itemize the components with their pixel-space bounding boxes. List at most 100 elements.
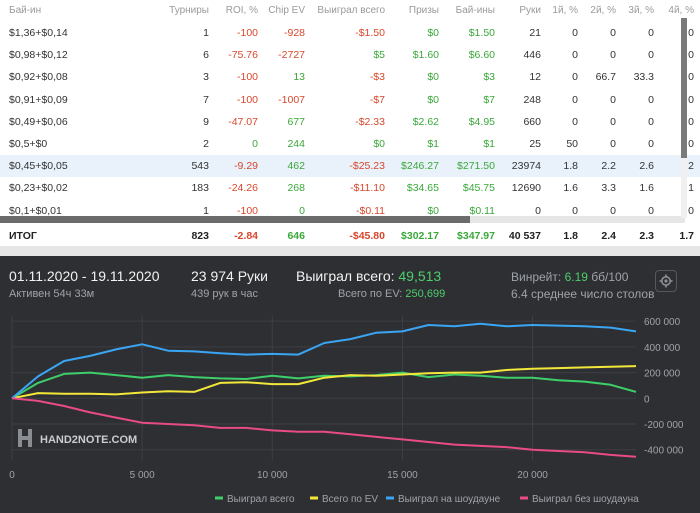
legend-label: Всего по EV	[322, 494, 378, 505]
cell-place4: 0	[688, 71, 694, 84]
logo-bar-mid	[22, 436, 28, 440]
cell-prizes: $0	[427, 204, 439, 217]
x-tick-label: 0	[9, 470, 15, 481]
cell-tournaments: 543	[191, 160, 209, 173]
winrate-label: Винрейт:	[511, 270, 562, 284]
cell-place1: 1.8	[563, 160, 578, 173]
header-prizes[interactable]: Призы	[408, 5, 439, 16]
cell-place3: 1.6	[639, 182, 654, 195]
x-tick-label: 15 000	[387, 470, 418, 481]
section-divider	[0, 246, 700, 256]
cell-buyins: $1.50	[468, 27, 495, 39]
table-row[interactable]: $0,5+$0 2 0 244 $0 $1 $1 25 50 0 0 0	[0, 133, 700, 155]
vertical-scrollbar-thumb[interactable]	[681, 18, 687, 158]
cell-won-total: -$1.50	[355, 27, 385, 39]
cell-prizes: $0	[427, 27, 439, 39]
winrate-value: 6.19	[564, 270, 588, 284]
cell-roi: -47.07	[228, 115, 258, 128]
cell-hands: 12690	[511, 182, 541, 195]
won-total-line	[11, 371, 637, 400]
y-tick-label: -200 000	[644, 420, 684, 431]
cell-place2: 0	[610, 115, 616, 128]
cell-buyin: $0,98+$0,12	[9, 49, 68, 62]
cell-prizes: $34.65	[406, 182, 439, 195]
table-row[interactable]: $1,36+$0,14 1 -100 -928 -$1.50 $0 $1.50 21 0 0 0 0	[0, 22, 700, 44]
header-hands[interactable]: Руки	[519, 5, 541, 16]
settings-button[interactable]	[655, 270, 677, 292]
cell-hands: 40 537	[508, 230, 541, 242]
cell-place1: 0	[572, 93, 578, 106]
table-total-row: ИТОГ 823 -2.84 646 -$45.80 $302.17 $347.97 40 5…	[0, 225, 700, 247]
cell-hands: 23974	[511, 160, 541, 173]
hands-per-hour: 439 рук в час	[191, 288, 259, 300]
cell-buyins: $4.95	[468, 115, 495, 128]
cell-tournaments: 2	[203, 138, 209, 150]
won-total-value: 49,513	[398, 268, 442, 284]
legend-label: Выиграл на шоудауне	[398, 494, 501, 505]
cell-place3: 0	[648, 115, 654, 128]
table-header-row: Бай-ин Турниры ROI, % Chip EV Выиграл всего П…	[0, 0, 700, 22]
cell-won-total: -$11.10	[350, 182, 385, 195]
header-chip-ev[interactable]: Chip EV	[268, 5, 305, 16]
cell-roi: -24.26	[228, 182, 258, 195]
header-place3[interactable]: 3й, %	[628, 5, 654, 16]
cell-chip-ev: 0	[299, 204, 305, 217]
showdown-line	[11, 322, 637, 400]
table-row[interactable]: $0,45+$0,05 543 -9.29 462 -$25.23 $246.27 $271…	[0, 155, 700, 178]
gear-icon	[659, 274, 673, 288]
table-row[interactable]: $0,92+$0,08 3 -100 13 -$3 $0 $3 12 0 66.7 33.3 0	[0, 66, 700, 88]
cell-won-total: -$3	[369, 71, 385, 84]
cell-place2: 2.2	[601, 160, 616, 173]
cell-place2: 0	[610, 138, 616, 150]
header-place1[interactable]: 1й, %	[552, 5, 578, 16]
cell-tournaments: 823	[191, 230, 209, 242]
header-tournaments[interactable]: Турниры	[169, 5, 209, 16]
y-tick-label: 200 000	[644, 369, 681, 380]
cell-won-total: $0	[373, 138, 385, 150]
cell-tournaments: 7	[203, 93, 209, 106]
hands-count: 23 974 Руки	[191, 268, 268, 284]
cell-won-total: -$25.23	[349, 160, 385, 173]
header-place2[interactable]: 2й, %	[590, 5, 616, 16]
cell-hands: 21	[529, 27, 541, 39]
cell-place1: 0	[572, 71, 578, 84]
cell-roi: -100	[236, 93, 258, 106]
date-range: 01.11.2020 - 19.11.2020	[9, 268, 160, 284]
ev-total-label: Всего по EV:	[338, 288, 403, 300]
cell-place4: 0	[688, 115, 694, 128]
cell-buyin: $1,36+$0,14	[9, 27, 68, 39]
cell-place3: 0	[648, 204, 654, 217]
header-buyins[interactable]: Бай-ины	[455, 5, 495, 16]
won-total: Выиграл всего: 49,513	[296, 268, 441, 284]
cell-place4: 0	[688, 204, 694, 217]
table-row[interactable]: $0,49+$0,06 9 -47.07 677 -$2.33 $2.62 $4.95 660…	[0, 111, 700, 133]
active-time: Активен 54ч 33м	[9, 288, 95, 300]
header-buyin[interactable]: Бай-ин	[9, 5, 42, 16]
cell-place4: 0	[688, 49, 694, 62]
cell-place4: 0	[688, 93, 694, 106]
header-place4[interactable]: 4й, %	[668, 5, 694, 16]
cell-tournaments: 1	[203, 27, 209, 39]
header-roi[interactable]: ROI, %	[225, 5, 258, 16]
cell-prizes: $0	[427, 93, 439, 106]
cell-buyins: $0.11	[469, 204, 496, 217]
cell-buyins: $6.60	[468, 49, 495, 62]
profit-chart: 600 000 400 000 200 000 0 -200 000 -400 000 0 5…	[0, 312, 700, 513]
cell-tournaments: 6	[203, 49, 209, 62]
cell-prizes: $1.60	[412, 49, 439, 62]
table-row[interactable]: $0,23+$0,02 183 -24.26 268 -$11.10 $34.65 $45.…	[0, 177, 700, 199]
table-row[interactable]: $0,98+$0,12 6 -75.76 -2727 $5 $1.60 $6.60 446 0 0…	[0, 44, 700, 66]
cell-won-total: -$7	[369, 93, 385, 106]
cell-place3: 0	[648, 27, 654, 39]
cell-place2: 2.4	[601, 230, 616, 242]
x-tick-label: 5 000	[130, 470, 155, 481]
table-row[interactable]: $0,1+$0,01 1 -100 0 -$0.11 $0 $0.11 0 0 0 0 0	[0, 200, 700, 222]
cell-prizes: $1	[427, 138, 439, 150]
cell-won-total: -$2.33	[355, 115, 385, 128]
won-total-label: Выиграл всего:	[296, 268, 395, 284]
cell-buyins: $1	[483, 138, 495, 150]
cell-buyins: $7	[483, 93, 495, 106]
header-won-total[interactable]: Выиграл всего	[317, 5, 385, 16]
table-row[interactable]: $0,91+$0,09 7 -100 -1007 -$7 $0 $7 248 0 0 0 0	[0, 89, 700, 111]
horizontal-scrollbar-thumb[interactable]	[0, 216, 470, 223]
